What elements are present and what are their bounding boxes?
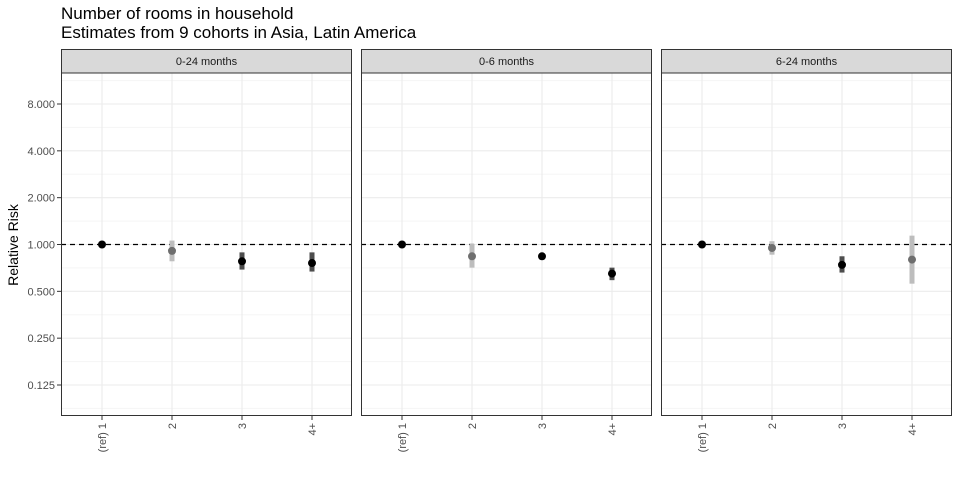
x-tick-label: (ref) 1	[97, 423, 109, 452]
y-tick-label: 8.000	[27, 99, 55, 111]
facet-strip	[661, 49, 952, 74]
x-tick-label: 2	[467, 423, 479, 429]
x-tick-label: 2	[167, 423, 179, 429]
chart-subtitle: Estimates from 9 cohorts in Asia, Latin …	[61, 23, 417, 42]
y-tick-label: 0.500	[27, 286, 55, 298]
estimate-point	[468, 252, 476, 261]
facet-panel: 6-24 months (ref) 1 2 3 4+	[661, 49, 952, 452]
x-tick-label: 3	[837, 423, 849, 429]
facet-panel: 0-6 months (ref) 1 2 3 4+	[361, 49, 652, 452]
x-tick-label: (ref) 1	[397, 423, 409, 452]
estimate-point	[308, 259, 316, 268]
facet-strip-label: 0-6 months	[479, 56, 535, 68]
facet-strip	[361, 49, 652, 74]
estimate-point	[538, 252, 546, 261]
x-tick-label: 3	[237, 423, 249, 429]
x-tick-label: 2	[767, 423, 779, 429]
y-tick-label: 0.250	[27, 333, 55, 345]
facet-panel: 0-24 months (ref) 1 2 3 4+	[61, 49, 352, 452]
estimate-point	[608, 269, 616, 278]
y-tick-label: 2.000	[27, 193, 55, 205]
facet-strip-label: 6-24 months	[776, 56, 838, 68]
x-tick-label: 4+	[907, 423, 919, 436]
estimate-point	[398, 240, 406, 249]
facet-strip-label: 0-24 months	[176, 56, 238, 68]
estimate-point	[238, 257, 246, 266]
facet-strip	[61, 49, 352, 74]
estimate-point	[908, 255, 916, 264]
x-tick-label: 4+	[307, 423, 319, 436]
x-tick-label: 3	[537, 423, 549, 429]
estimate-point	[168, 246, 176, 255]
estimate-point	[698, 240, 706, 249]
estimate-point	[98, 240, 106, 249]
x-tick-label: 4+	[607, 423, 619, 436]
y-tick-label: 4.000	[27, 146, 55, 158]
x-tick-label: (ref) 1	[697, 423, 709, 452]
chart-title: Number of rooms in household	[61, 4, 294, 23]
estimate-point	[768, 243, 776, 252]
estimate-point	[838, 260, 846, 269]
y-tick-label: 0.125	[27, 380, 55, 392]
y-tick-label: 1.000	[27, 240, 55, 252]
y-axis-title: Relative Risk	[5, 203, 21, 286]
